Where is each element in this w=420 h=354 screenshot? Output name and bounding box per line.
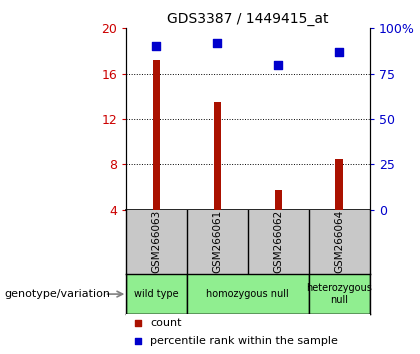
- Bar: [214, 102, 221, 210]
- Point: [153, 44, 160, 49]
- Point: [336, 49, 343, 55]
- Bar: [275, 190, 282, 210]
- Text: wild type: wild type: [134, 289, 179, 299]
- Text: homozygous null: homozygous null: [206, 289, 289, 299]
- Point: [135, 320, 142, 326]
- Text: count: count: [150, 318, 182, 328]
- Bar: [309, 274, 370, 314]
- Point: [135, 338, 142, 344]
- Text: GSM266064: GSM266064: [334, 210, 344, 273]
- Point: [275, 62, 282, 67]
- Text: GSM266061: GSM266061: [213, 210, 222, 273]
- Text: GSM266063: GSM266063: [152, 210, 161, 273]
- Bar: [153, 60, 160, 210]
- Text: genotype/variation: genotype/variation: [4, 289, 110, 299]
- Point: [214, 40, 221, 46]
- Text: GSM266062: GSM266062: [273, 210, 283, 273]
- Text: heterozygous
null: heterozygous null: [306, 283, 372, 305]
- Bar: [336, 159, 343, 210]
- Bar: [126, 274, 187, 314]
- Title: GDS3387 / 1449415_at: GDS3387 / 1449415_at: [167, 12, 328, 26]
- Text: percentile rank within the sample: percentile rank within the sample: [150, 336, 338, 347]
- Bar: [187, 274, 309, 314]
